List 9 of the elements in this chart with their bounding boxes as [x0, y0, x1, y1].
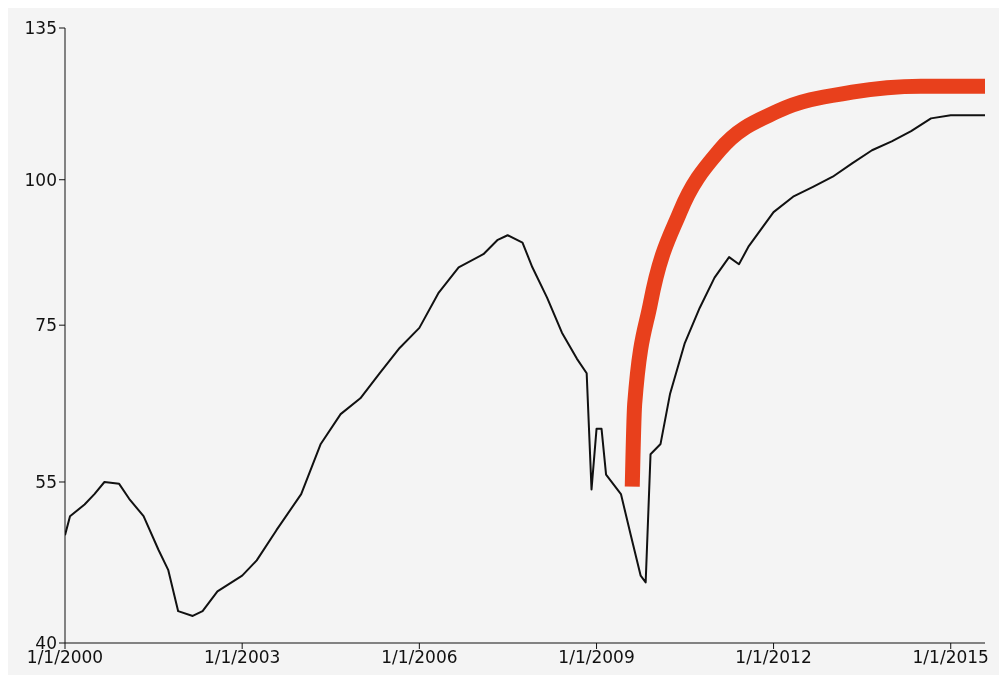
- x-tick-label: 1/1/2006: [381, 647, 458, 668]
- y-tick-label: 55: [35, 472, 57, 493]
- x-tick-label: 1/1/2015: [912, 647, 989, 668]
- x-tick-label: 1/1/2009: [558, 647, 635, 668]
- x-tick-label: 1/1/2003: [204, 647, 281, 668]
- y-tick-label: 135: [24, 18, 57, 39]
- y-tick-label: 100: [24, 169, 57, 190]
- x-tick-label: 1/1/2012: [735, 647, 812, 668]
- y-tick-label: 75: [35, 315, 57, 336]
